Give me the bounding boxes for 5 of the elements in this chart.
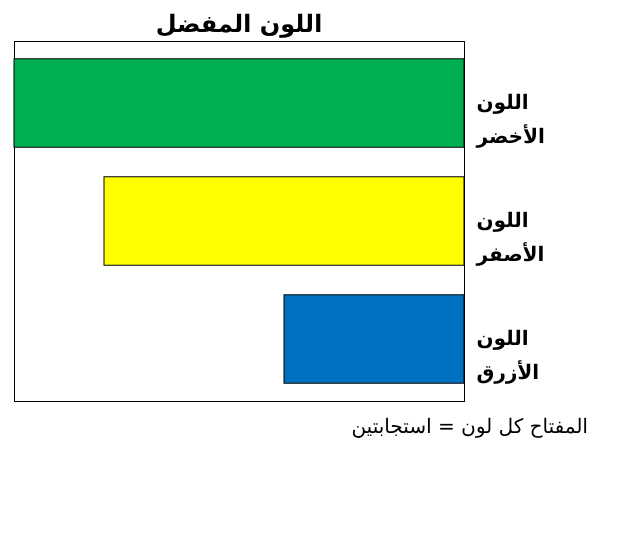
y-tick-label: اللون الأخضر [476,90,545,148]
y-tick-label: اللون الأصفر [476,208,544,266]
text: المفتاح كل لون = استجابتين [350,414,588,438]
y-tick-label: اللون الأزرق [476,326,540,384]
chart-title: اللون المفضل [156,10,322,38]
